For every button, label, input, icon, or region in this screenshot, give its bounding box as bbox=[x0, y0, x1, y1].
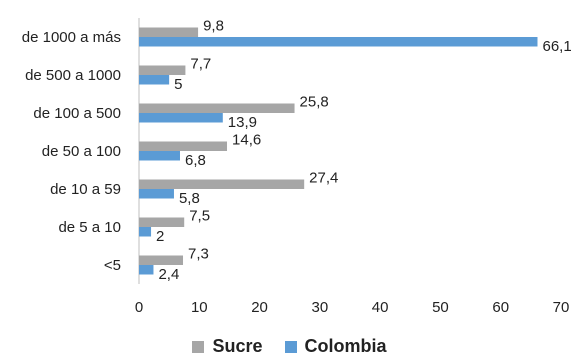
data-label-colombia-row-6: 2,4 bbox=[158, 266, 179, 283]
category-label-row-0: de 1000 a más bbox=[22, 29, 121, 46]
bar-sucre-row-5 bbox=[139, 217, 185, 227]
bar-sucre-row-1 bbox=[139, 65, 186, 75]
category-label-row-4: de 10 a 59 bbox=[50, 181, 121, 198]
bar-sucre-row-3 bbox=[139, 141, 228, 151]
data-label-colombia-row-1: 5 bbox=[174, 76, 182, 93]
legend-item-sucre: Sucre bbox=[192, 336, 263, 357]
x-tick-label-0: 0 bbox=[135, 299, 143, 316]
bar-colombia-row-3 bbox=[139, 151, 180, 161]
bar-colombia-row-0 bbox=[139, 37, 538, 47]
x-tick-label-30: 30 bbox=[312, 299, 329, 316]
legend-label-sucre: Sucre bbox=[212, 336, 263, 356]
data-label-sucre-row-2: 25,8 bbox=[300, 94, 329, 111]
data-label-sucre-row-3: 14,6 bbox=[232, 132, 261, 149]
data-label-colombia-row-0: 66,1 bbox=[542, 38, 571, 55]
bar-sucre-row-2 bbox=[139, 103, 295, 113]
data-label-sucre-row-5: 7,5 bbox=[189, 208, 210, 225]
bar-sucre-row-4 bbox=[139, 179, 305, 189]
x-tick-label-40: 40 bbox=[372, 299, 389, 316]
bar-colombia-row-6 bbox=[139, 265, 154, 275]
category-label-row-6: <5 bbox=[104, 257, 121, 274]
data-label-sucre-row-1: 7,7 bbox=[190, 56, 211, 73]
legend-label-colombia: Colombia bbox=[304, 336, 387, 356]
bar-colombia-row-5 bbox=[139, 227, 152, 237]
category-label-row-5: de 5 a 10 bbox=[58, 219, 121, 236]
bar-colombia-row-4 bbox=[139, 189, 174, 199]
data-label-sucre-row-0: 9,8 bbox=[203, 18, 224, 35]
bar-sucre-row-6 bbox=[139, 255, 184, 265]
category-label-row-2: de 100 a 500 bbox=[33, 105, 121, 122]
data-label-colombia-row-4: 5,8 bbox=[179, 190, 200, 207]
x-tick-label-10: 10 bbox=[191, 299, 208, 316]
legend-swatch-sucre bbox=[192, 340, 205, 353]
data-label-sucre-row-4: 27,4 bbox=[309, 170, 338, 187]
bar-colombia-row-2 bbox=[139, 113, 223, 123]
bar-chart: de 1000 a más 9,8 66,1 de 500 a 1000 7,7 5 de … bbox=[22, 18, 572, 317]
category-label-row-3: de 50 a 100 bbox=[42, 143, 121, 160]
category-label-row-1: de 500 a 1000 bbox=[25, 67, 121, 84]
bar-colombia-row-1 bbox=[139, 75, 170, 85]
data-label-sucre-row-6: 7,3 bbox=[188, 246, 209, 263]
x-tick-label-50: 50 bbox=[432, 299, 449, 316]
legend: Sucre Colombia bbox=[0, 336, 579, 357]
bars-group bbox=[139, 27, 538, 275]
x-tick-label-70: 70 bbox=[553, 299, 570, 316]
data-label-colombia-row-3: 6,8 bbox=[185, 152, 206, 169]
legend-swatch-colombia bbox=[284, 340, 297, 353]
bar-sucre-row-0 bbox=[139, 27, 199, 37]
data-label-colombia-row-5: 2 bbox=[156, 228, 164, 245]
legend-item-colombia: Colombia bbox=[284, 336, 387, 357]
labels-group: de 1000 a más 9,8 66,1 de 500 a 1000 7,7 5 de … bbox=[22, 18, 572, 317]
x-tick-label-60: 60 bbox=[492, 299, 509, 316]
data-label-colombia-row-2: 13,9 bbox=[228, 114, 257, 131]
x-tick-label-20: 20 bbox=[251, 299, 268, 316]
